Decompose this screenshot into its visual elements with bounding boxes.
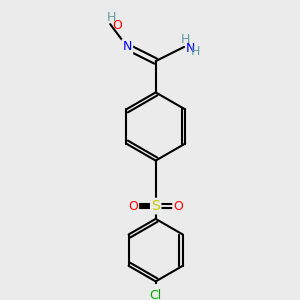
- Text: H: H: [181, 33, 190, 46]
- Text: H: H: [191, 45, 200, 58]
- Text: O: O: [112, 19, 122, 32]
- Text: S: S: [151, 199, 160, 213]
- Text: H: H: [107, 11, 116, 24]
- Text: Cl: Cl: [150, 289, 162, 300]
- Text: N: N: [123, 40, 132, 53]
- Text: O: O: [173, 200, 183, 213]
- Text: O: O: [128, 200, 138, 213]
- Text: N: N: [186, 42, 195, 55]
